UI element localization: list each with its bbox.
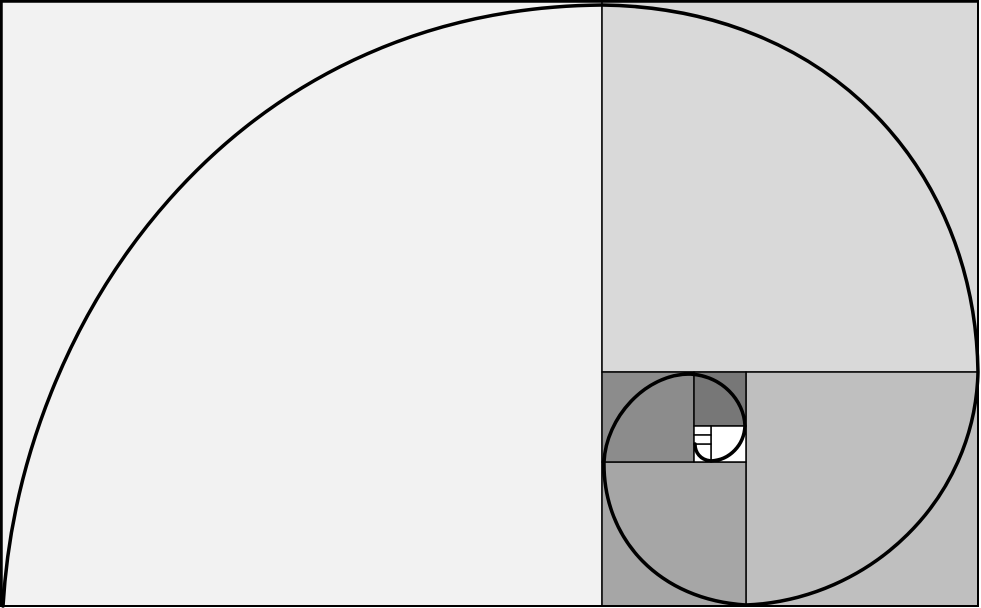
spiral-square-1 — [1, 1, 603, 607]
spiral-square-6 — [693, 371, 747, 427]
spiral-square-4 — [601, 461, 747, 607]
golden-spiral-curve — [1, 3, 980, 608]
spiral-square-10 — [693, 434, 712, 445]
spiral-square-2 — [601, 1, 979, 373]
spiral-square-9 — [693, 425, 712, 436]
spiral-square-3 — [745, 371, 979, 607]
